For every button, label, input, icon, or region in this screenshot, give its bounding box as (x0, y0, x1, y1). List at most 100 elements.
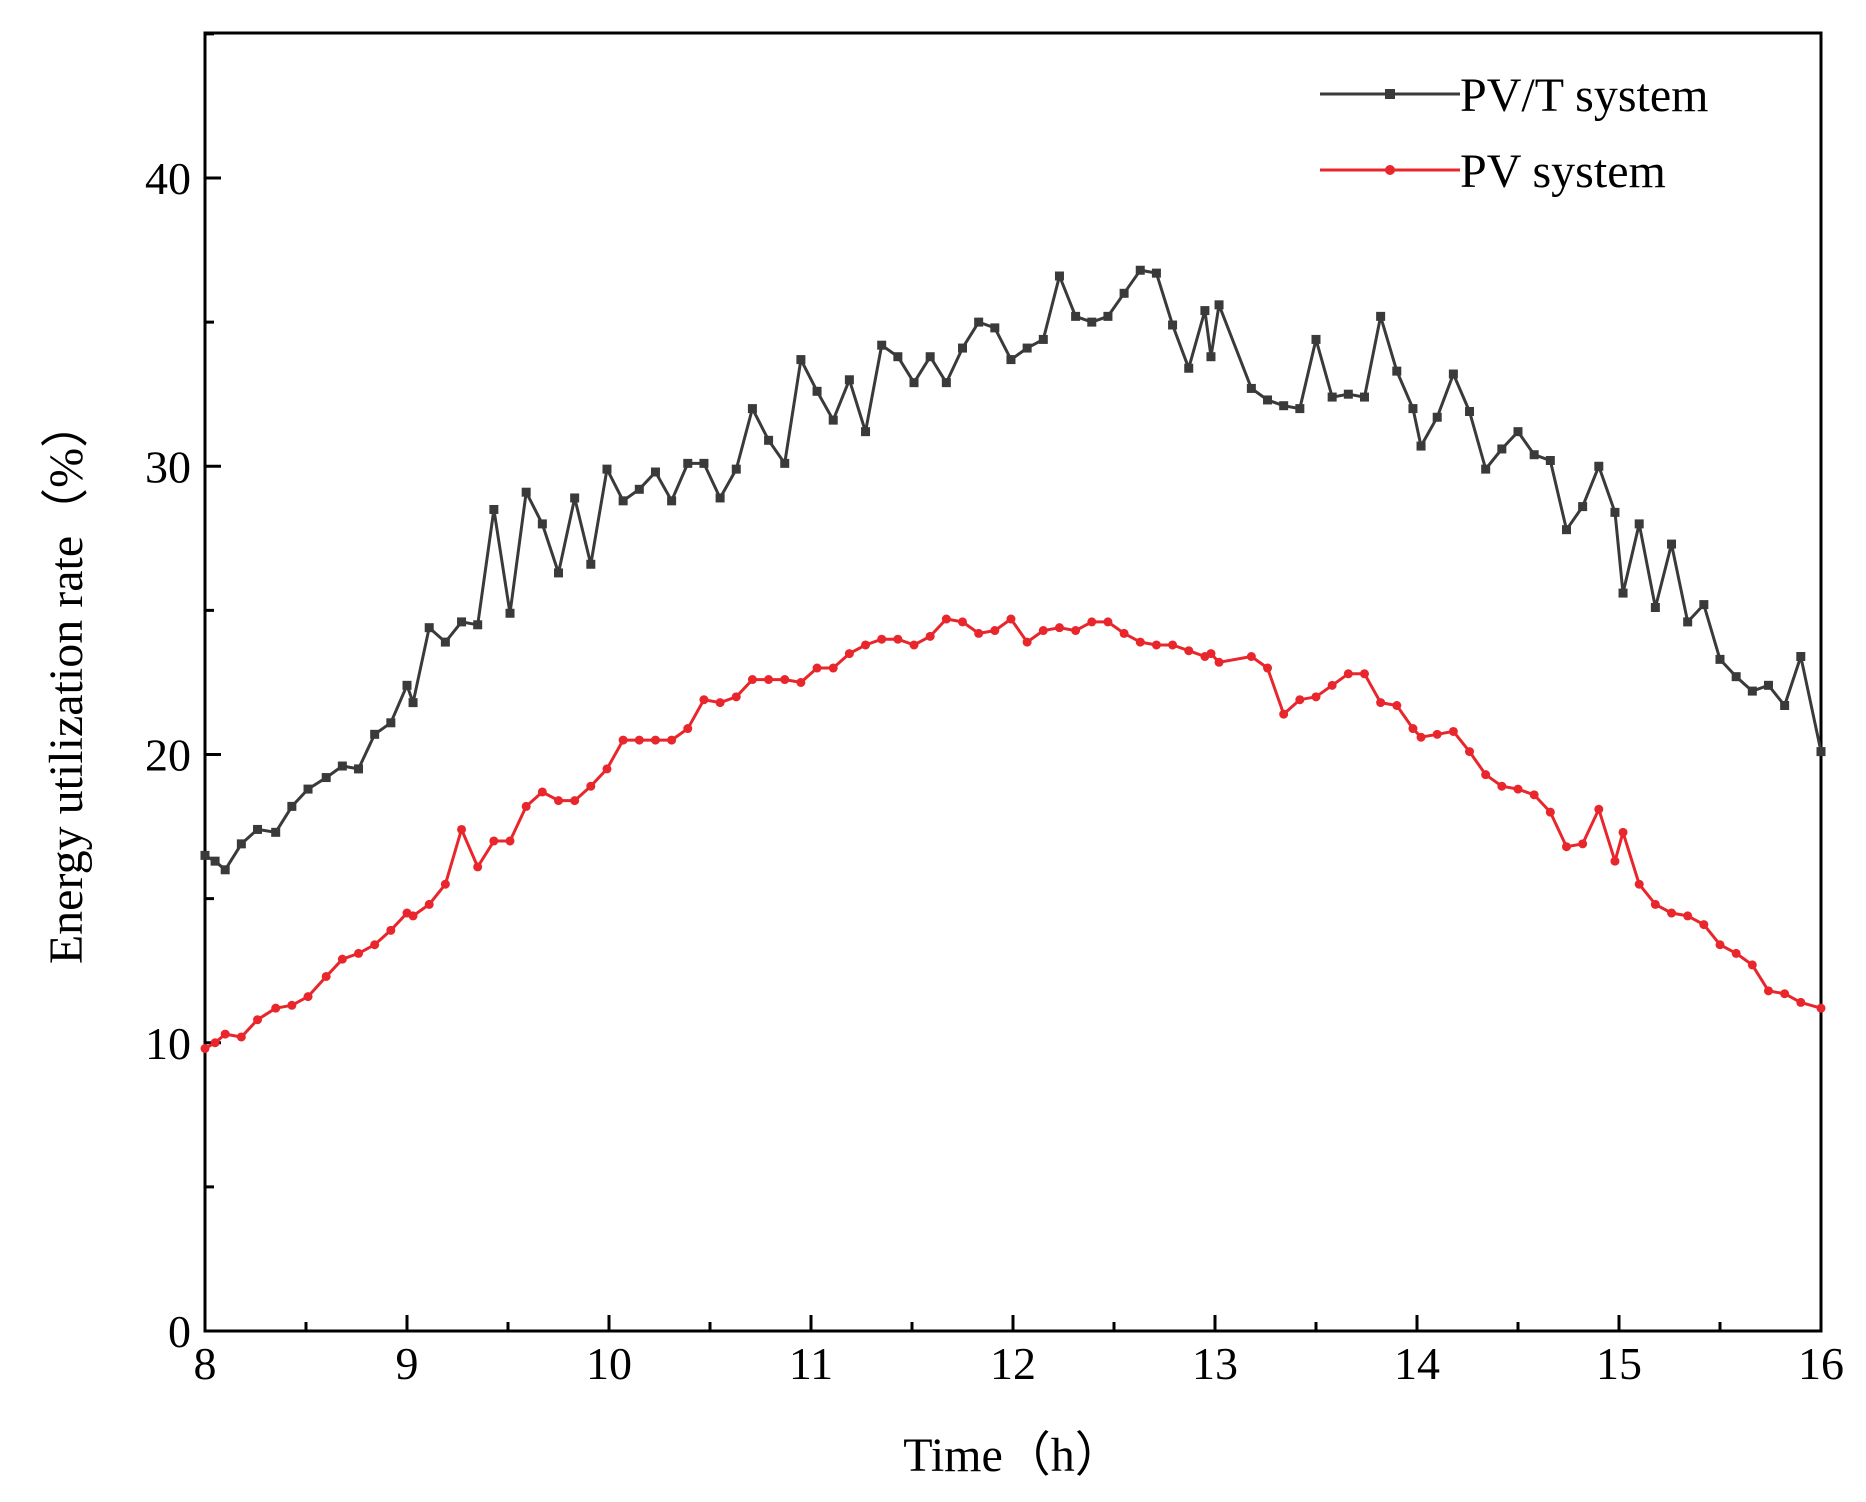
point-pvt-56 (1087, 317, 1097, 327)
point-pvt-54 (1054, 271, 1064, 281)
point-pv-100 (1780, 989, 1790, 999)
point-pvt-77 (1416, 441, 1426, 451)
point-pvt-43 (877, 340, 887, 350)
point-pv-54 (1054, 623, 1064, 633)
point-pv-30 (667, 735, 677, 745)
point-pv-71 (1327, 680, 1337, 690)
point-pvt-47 (941, 378, 951, 388)
point-pv-76 (1408, 724, 1418, 734)
point-pv-66 (1246, 651, 1256, 661)
point-pvt-19 (489, 504, 499, 514)
point-pvt-51 (1006, 355, 1016, 365)
point-pvt-53 (1038, 334, 1048, 344)
point-pv-78 (1432, 729, 1442, 739)
point-pvt-48 (958, 343, 967, 353)
point-pv-10 (354, 948, 364, 958)
point-pv-84 (1529, 790, 1539, 800)
point-pvt-16 (440, 637, 450, 647)
point-pv-61 (1168, 640, 1178, 650)
point-pv-45 (909, 640, 919, 650)
point-pv-75 (1392, 700, 1402, 710)
point-pv-31 (683, 724, 693, 734)
point-pv-59 (1135, 637, 1145, 647)
legend-marker-pvt (1385, 89, 1395, 99)
point-pv-23 (554, 796, 563, 806)
point-pvt-7 (303, 784, 313, 794)
point-pv-102 (1816, 1003, 1826, 1013)
x-tick-label-13: 13 (1192, 1338, 1238, 1389)
point-pvt-24 (570, 493, 580, 503)
point-pv-58 (1119, 628, 1129, 638)
point-pv-77 (1416, 732, 1426, 742)
series-layer (200, 265, 1826, 1054)
point-pvt-44 (893, 352, 903, 362)
point-pvt-4 (253, 824, 263, 834)
point-pv-33 (715, 698, 725, 708)
legend: PV/T system PV system (1320, 69, 1708, 198)
point-pv-0 (200, 1044, 210, 1054)
point-pvt-30 (667, 496, 677, 506)
point-pv-6 (287, 1000, 297, 1010)
point-pvt-98 (1747, 686, 1757, 696)
point-pvt-83 (1513, 427, 1523, 437)
point-pvt-23 (554, 568, 563, 578)
point-pvt-34 (731, 464, 741, 474)
point-pv-46 (925, 631, 935, 641)
point-pvt-6 (287, 801, 297, 811)
point-pv-38 (796, 677, 806, 687)
point-pv-15 (424, 899, 434, 909)
point-pv-83 (1513, 784, 1523, 794)
point-pvt-14 (408, 698, 418, 708)
point-pvt-2 (220, 865, 230, 875)
point-pvt-99 (1763, 680, 1773, 690)
point-pv-51 (1006, 614, 1016, 624)
point-pvt-5 (271, 827, 281, 837)
point-pvt-0 (200, 850, 210, 860)
point-pv-72 (1343, 669, 1353, 679)
point-pv-40 (828, 663, 838, 673)
point-pv-94 (1683, 911, 1693, 921)
point-pvt-94 (1683, 617, 1693, 627)
point-pv-50 (990, 626, 1000, 636)
point-pv-32 (699, 695, 709, 705)
point-pv-21 (521, 801, 531, 811)
point-pv-80 (1465, 747, 1475, 757)
point-pv-52 (1022, 637, 1032, 647)
y-tick-label-20: 20 (145, 730, 191, 781)
point-pvt-93 (1667, 539, 1677, 549)
point-pv-47 (941, 614, 951, 624)
point-pv-3 (236, 1032, 246, 1042)
point-pvt-27 (618, 496, 628, 506)
point-pvt-96 (1715, 654, 1725, 664)
point-pvt-41 (844, 375, 854, 385)
legend-label-pvt: PV/T system (1460, 69, 1708, 122)
point-pvt-95 (1699, 600, 1709, 610)
point-pvt-59 (1135, 265, 1145, 275)
point-pv-29 (650, 735, 660, 745)
point-pv-67 (1263, 663, 1273, 673)
point-pvt-50 (990, 323, 1000, 333)
point-pvt-62 (1184, 363, 1194, 373)
point-pv-16 (440, 879, 450, 889)
point-pv-25 (586, 781, 596, 791)
point-pvt-36 (764, 435, 774, 445)
point-pvt-17 (457, 617, 467, 627)
point-pvt-12 (386, 718, 396, 728)
point-pvt-80 (1465, 406, 1475, 416)
point-pvt-46 (925, 352, 935, 362)
y-tick-label-0: 0 (168, 1306, 191, 1357)
point-pv-19 (489, 836, 499, 846)
point-pvt-31 (683, 458, 693, 468)
point-pv-39 (812, 663, 822, 673)
point-pvt-3 (236, 839, 246, 849)
point-pv-88 (1594, 804, 1604, 814)
x-tick-label-8: 8 (194, 1338, 217, 1389)
point-pv-1 (210, 1038, 220, 1048)
point-pv-73 (1359, 669, 1369, 679)
point-pvt-25 (586, 559, 596, 569)
point-pv-36 (764, 675, 774, 685)
point-pv-95 (1699, 920, 1709, 930)
point-pv-12 (386, 925, 396, 935)
point-pv-42 (861, 640, 871, 650)
